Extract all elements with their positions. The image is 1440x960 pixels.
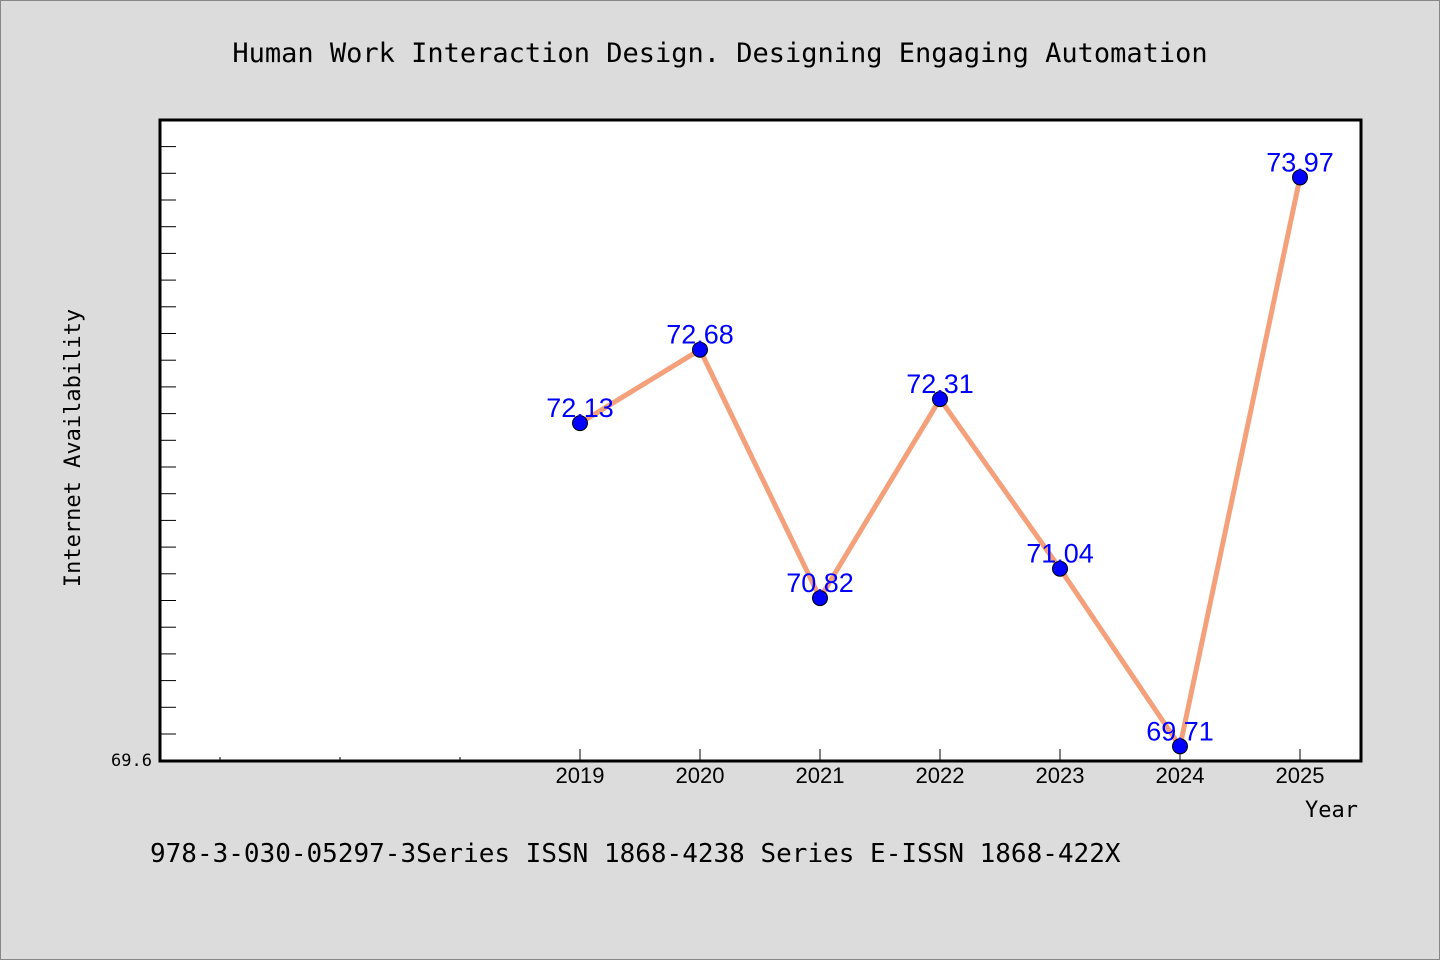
y-axis-label: Internet Availability <box>61 309 86 587</box>
x-tick-label: 2021 <box>796 763 845 788</box>
data-label: 69.71 <box>1146 716 1214 746</box>
x-tick-label: 2022 <box>916 763 965 788</box>
data-point <box>1292 169 1308 186</box>
data-label: 72.68 <box>666 320 734 350</box>
data-label: 73.97 <box>1266 147 1334 177</box>
chart-title: Human Work Interaction Design. Designing… <box>232 38 1207 69</box>
data-label: 72.31 <box>906 369 974 399</box>
data-point <box>812 590 828 607</box>
series-line-group: 72.13 72.68 70.82 72.31 71.04 69.71 73.97 <box>546 147 1334 755</box>
y-axis-ticks <box>160 146 176 735</box>
data-point <box>692 341 708 358</box>
x-tick-label: 2023 <box>1036 763 1085 788</box>
data-label: 72.13 <box>546 393 614 423</box>
data-label: 70.82 <box>786 568 854 598</box>
data-label: 71.04 <box>1026 539 1094 569</box>
y-tick-label: 69.6 <box>111 751 152 771</box>
x-tick-label: 2020 <box>676 763 725 788</box>
x-tick-label: 2025 <box>1276 763 1325 788</box>
x-axis-label: Year <box>1305 798 1358 823</box>
x-axis-ticks: 2019 2020 2021 2022 2023 2024 2025 <box>219 749 1325 788</box>
data-point <box>1172 738 1188 755</box>
x-tick-label: 2019 <box>556 763 605 788</box>
footer-text: 978-3-030-05297-3Series ISSN 1868-4238 S… <box>150 839 1121 869</box>
data-point <box>572 415 588 432</box>
data-point <box>932 391 948 408</box>
x-tick-label: 2024 <box>1156 763 1205 788</box>
plot-area <box>158 118 1363 763</box>
data-point <box>1052 560 1068 577</box>
